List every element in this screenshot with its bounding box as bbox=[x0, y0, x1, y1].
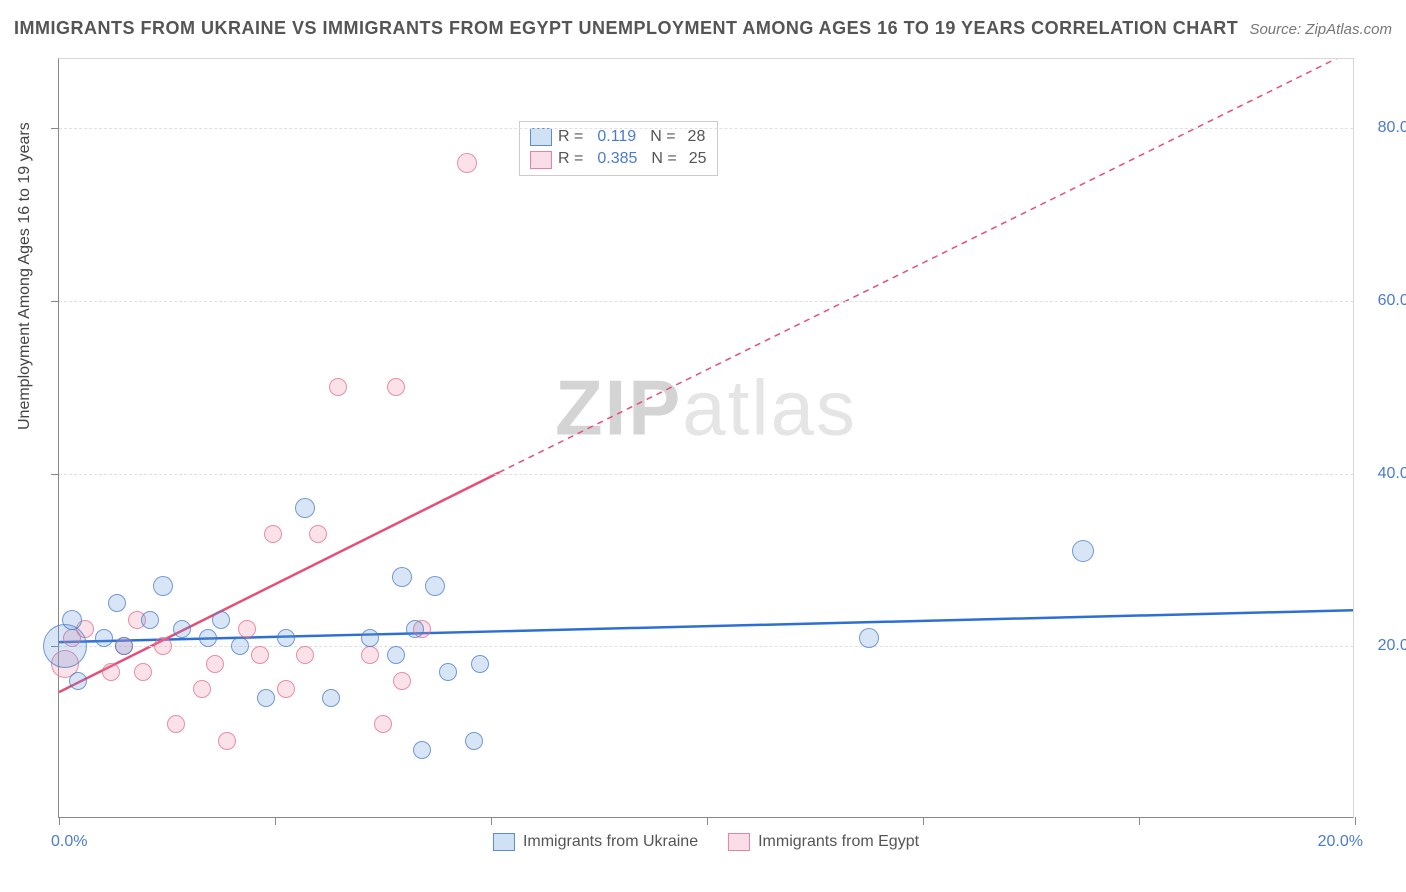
data-point-ukraine bbox=[406, 620, 424, 638]
data-point-egypt bbox=[296, 646, 314, 664]
data-point-egypt bbox=[264, 525, 282, 543]
legend-item-egypt: Immigrants from Egypt bbox=[728, 833, 919, 851]
data-point-egypt bbox=[251, 646, 269, 664]
data-point-ukraine bbox=[471, 655, 489, 673]
data-point-egypt bbox=[457, 153, 477, 173]
data-point-egypt bbox=[277, 680, 295, 698]
data-point-ukraine bbox=[277, 629, 295, 647]
data-point-ukraine bbox=[465, 732, 483, 750]
data-point-egypt bbox=[134, 663, 152, 681]
data-point-egypt bbox=[329, 378, 347, 396]
data-point-ukraine bbox=[859, 628, 879, 648]
x-axis-tick-start: 0.0% bbox=[51, 833, 87, 851]
data-point-ukraine bbox=[69, 672, 87, 690]
data-point-egypt bbox=[206, 655, 224, 673]
data-point-egypt bbox=[361, 646, 379, 664]
legend-swatch-ukraine bbox=[493, 833, 515, 851]
data-point-ukraine bbox=[361, 629, 379, 647]
y-axis-tick-label: 40.0% bbox=[1363, 465, 1406, 483]
data-point-ukraine bbox=[439, 663, 457, 681]
source-label: Source: ZipAtlas.com bbox=[1249, 21, 1392, 38]
data-point-ukraine bbox=[108, 594, 126, 612]
data-point-ukraine bbox=[62, 610, 82, 630]
data-point-egypt bbox=[154, 637, 172, 655]
y-axis-tick-label: 80.0% bbox=[1363, 119, 1406, 137]
data-point-ukraine bbox=[173, 620, 191, 638]
legend-label-ukraine: Immigrants from Ukraine bbox=[523, 833, 698, 851]
data-point-ukraine bbox=[425, 576, 445, 596]
legend: Immigrants from Ukraine Immigrants from … bbox=[493, 833, 919, 851]
stats-row-egypt: R =0.385N =25 bbox=[530, 148, 707, 170]
data-point-ukraine bbox=[392, 567, 412, 587]
stats-swatch-ukraine bbox=[530, 128, 552, 146]
plot-area: ZIPatlas R =0.119N =28R =0.385N =25 0.0%… bbox=[58, 58, 1354, 818]
legend-swatch-egypt bbox=[728, 833, 750, 851]
legend-label-egypt: Immigrants from Egypt bbox=[758, 833, 919, 851]
data-point-egypt bbox=[309, 525, 327, 543]
data-point-ukraine bbox=[413, 741, 431, 759]
chart-title: IMMIGRANTS FROM UKRAINE VS IMMIGRANTS FR… bbox=[14, 18, 1238, 39]
data-point-ukraine bbox=[295, 498, 315, 518]
y-axis-tick-label: 20.0% bbox=[1363, 637, 1406, 655]
data-point-ukraine bbox=[387, 646, 405, 664]
stats-row-ukraine: R =0.119N =28 bbox=[530, 126, 707, 148]
data-point-egypt bbox=[193, 680, 211, 698]
y-axis-label: Unemployment Among Ages 16 to 19 years bbox=[16, 122, 34, 430]
data-point-egypt bbox=[393, 672, 411, 690]
data-point-ukraine bbox=[95, 629, 113, 647]
data-point-egypt bbox=[387, 378, 405, 396]
data-point-egypt bbox=[238, 620, 256, 638]
data-point-egypt bbox=[102, 663, 120, 681]
data-point-ukraine bbox=[141, 611, 159, 629]
gridline-h bbox=[59, 474, 1353, 475]
data-point-egypt bbox=[218, 732, 236, 750]
data-point-ukraine bbox=[153, 576, 173, 596]
data-point-ukraine bbox=[1072, 540, 1094, 562]
title-bar: IMMIGRANTS FROM UKRAINE VS IMMIGRANTS FR… bbox=[14, 18, 1392, 39]
data-point-egypt bbox=[167, 715, 185, 733]
x-axis-tick-end: 20.0% bbox=[1318, 833, 1363, 851]
data-point-ukraine bbox=[257, 689, 275, 707]
correlation-stats-box: R =0.119N =28R =0.385N =25 bbox=[519, 121, 718, 176]
data-point-ukraine bbox=[115, 637, 133, 655]
y-axis-tick-label: 60.0% bbox=[1363, 292, 1406, 310]
data-point-ukraine bbox=[231, 637, 249, 655]
data-point-ukraine bbox=[212, 611, 230, 629]
stats-swatch-egypt bbox=[530, 151, 552, 169]
watermark: ZIPatlas bbox=[555, 362, 857, 453]
gridline-h bbox=[59, 301, 1353, 302]
data-point-ukraine bbox=[322, 689, 340, 707]
data-point-egypt bbox=[374, 715, 392, 733]
legend-item-ukraine: Immigrants from Ukraine bbox=[493, 833, 698, 851]
data-point-ukraine bbox=[43, 624, 87, 668]
data-point-ukraine bbox=[199, 629, 217, 647]
gridline-h bbox=[59, 128, 1353, 129]
